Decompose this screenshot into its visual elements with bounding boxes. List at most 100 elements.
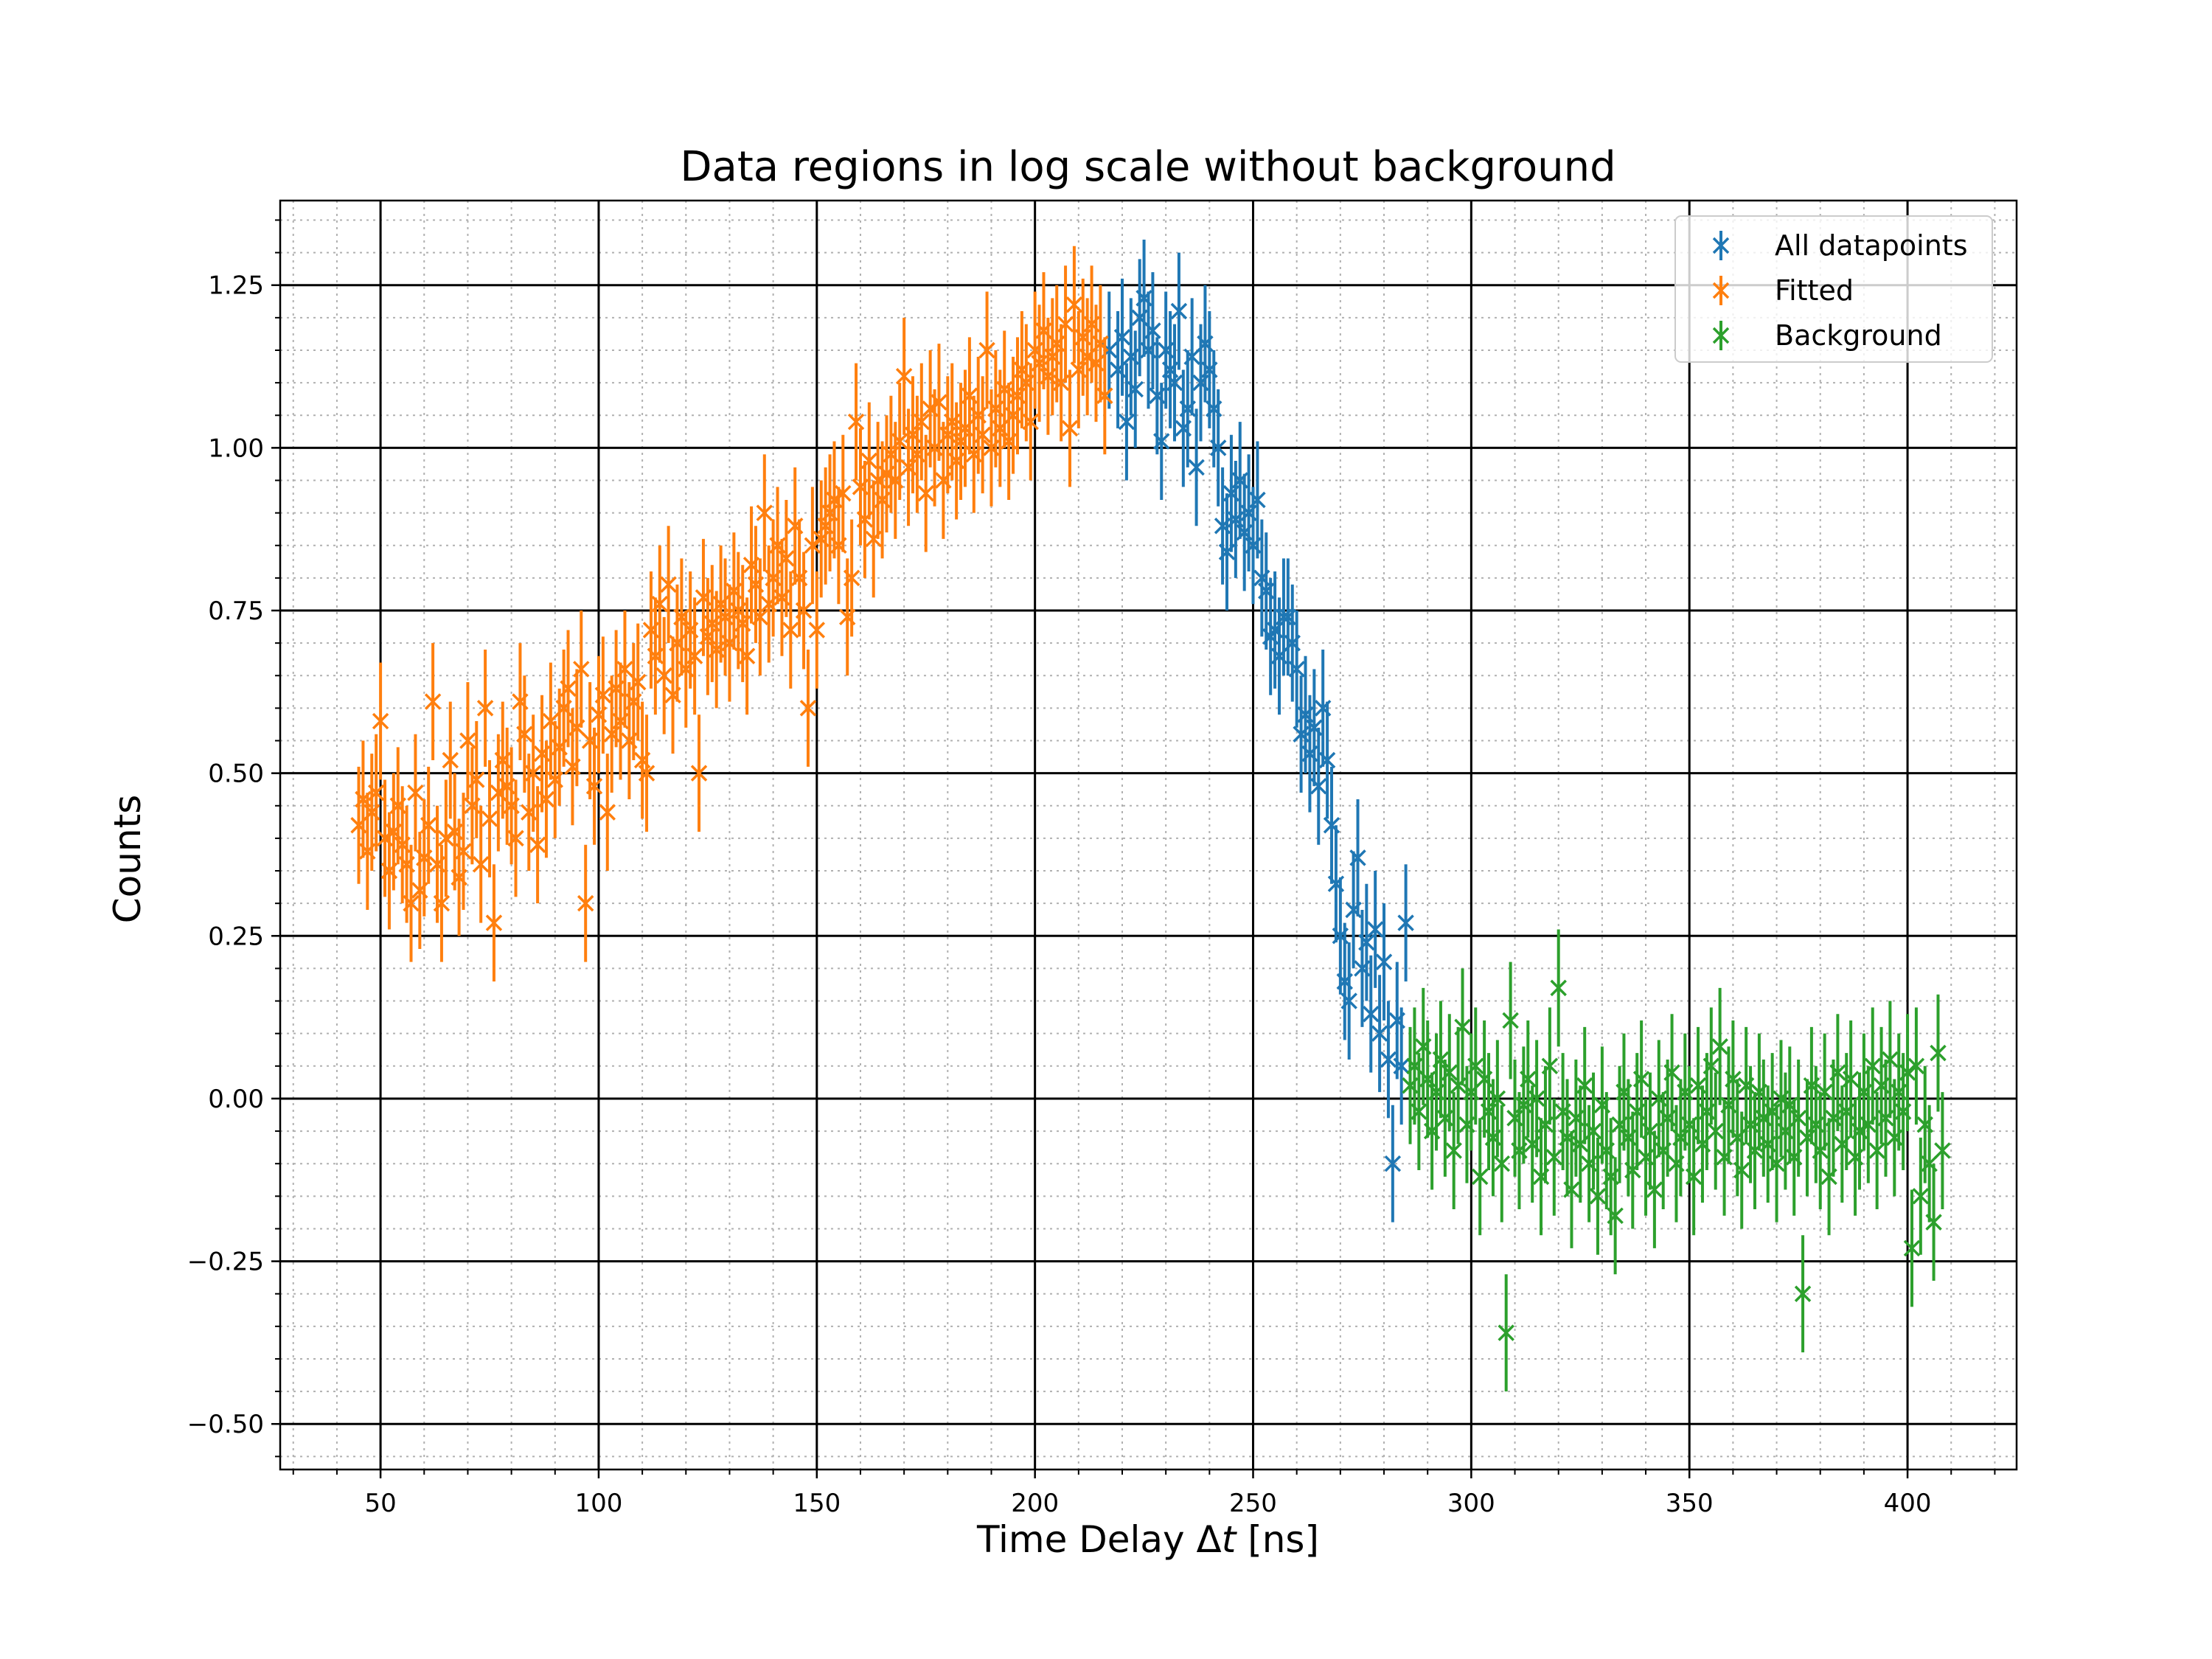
data-point (1118, 413, 1135, 431)
data-point (1707, 1122, 1724, 1140)
legend-label: Fitted (1775, 274, 1854, 307)
data-point (1441, 1064, 1458, 1081)
data-point (778, 550, 795, 567)
legend-label: All datapoints (1775, 229, 1968, 262)
data-point (516, 726, 533, 742)
data-point (835, 484, 852, 502)
data-point (1790, 1110, 1807, 1127)
data-point (660, 576, 677, 593)
data-point (799, 700, 817, 717)
data-point (860, 452, 878, 470)
data-point (1864, 1057, 1881, 1075)
data-point (424, 693, 442, 710)
x-tick-label: 150 (793, 1489, 841, 1518)
data-point (1057, 316, 1074, 333)
x-tick-label: 50 (364, 1489, 396, 1518)
data-point (1310, 778, 1327, 795)
legend-box (1674, 215, 1993, 363)
data-point (843, 569, 860, 587)
data-point (1912, 1188, 1930, 1205)
data-point (1170, 302, 1188, 320)
data-point (1471, 1168, 1489, 1186)
data-point (978, 341, 995, 359)
x-tick-label: 300 (1447, 1489, 1495, 1518)
y-tick-label: 1.25 (208, 271, 264, 301)
y-tick-label: 0.75 (208, 597, 264, 626)
data-point (1576, 1077, 1593, 1094)
data-point (974, 426, 991, 443)
data-point (756, 504, 773, 521)
data-point (472, 855, 490, 873)
data-point (1489, 1090, 1506, 1107)
data-point (1411, 1103, 1427, 1120)
data-point (1829, 1064, 1846, 1081)
data-point (1930, 1044, 1947, 1062)
data-point (895, 368, 913, 385)
data-point (1380, 1051, 1397, 1068)
data-point (1903, 1239, 1921, 1257)
data-point (795, 602, 813, 619)
y-tick-label: 1.00 (208, 434, 264, 463)
data-point (1733, 1161, 1750, 1179)
data-point (931, 394, 947, 411)
data-point (1550, 979, 1567, 997)
data-point (1397, 914, 1414, 931)
x-axis-label: Time Delay Δt [ns] (976, 1518, 1319, 1561)
data-point (529, 836, 546, 853)
data-point (891, 433, 908, 450)
data-point (442, 751, 459, 769)
data-point (1467, 1057, 1484, 1075)
data-point (1349, 849, 1366, 866)
data-point (459, 732, 476, 749)
data-point (455, 843, 472, 860)
data-point (577, 894, 594, 912)
data-point (1249, 491, 1266, 509)
data-point (1607, 1207, 1624, 1225)
x-tick-label: 350 (1666, 1489, 1714, 1518)
data-point (599, 804, 616, 821)
data-point (1842, 1071, 1860, 1088)
data-point (524, 765, 542, 782)
data-point (1502, 1012, 1519, 1029)
data-point (847, 413, 865, 431)
data-point (468, 771, 485, 788)
x-tick-label: 200 (1011, 1489, 1059, 1518)
legend-marker (1712, 327, 1730, 344)
data-point (782, 622, 799, 639)
data-point (1663, 1064, 1680, 1081)
data-point (1188, 459, 1205, 476)
data-point (1318, 751, 1336, 769)
data-point (913, 413, 931, 431)
data-point (1768, 1155, 1785, 1172)
data-point (1454, 1018, 1471, 1036)
data-point (1022, 413, 1039, 431)
y-tick-label: −0.25 (187, 1248, 264, 1277)
data-point (1589, 1188, 1607, 1205)
data-point (1096, 387, 1113, 405)
legend-marker (1712, 237, 1730, 254)
data-point (1703, 1057, 1720, 1075)
data-point (1061, 420, 1079, 437)
data-point (1794, 1285, 1812, 1302)
plot-area: 50 100 150 200 250 300 350 400 −0.50 −0.25 0.00 0.2… (187, 199, 2018, 1518)
data-point (1144, 322, 1161, 339)
data-point (616, 661, 633, 678)
data-point (1541, 1057, 1559, 1075)
data-point (585, 778, 603, 795)
data-point (638, 765, 655, 782)
data-point (594, 686, 612, 703)
data-point (808, 622, 826, 639)
data-point (1288, 661, 1305, 678)
axes-frame (279, 199, 2018, 1471)
data-point (629, 673, 647, 691)
data-point (751, 608, 769, 626)
data-point (1498, 1324, 1514, 1341)
data-point (1371, 1025, 1388, 1042)
data-point (1127, 380, 1144, 398)
data-point (1585, 1122, 1602, 1140)
data-point (1899, 1064, 1916, 1081)
data-point (437, 830, 455, 847)
data-point (538, 790, 555, 808)
data-point (655, 667, 672, 684)
